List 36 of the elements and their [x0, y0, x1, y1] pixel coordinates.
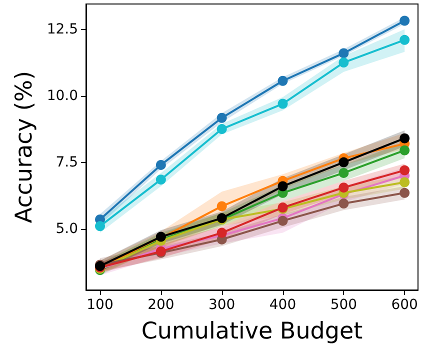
point	[156, 174, 166, 185]
point	[400, 177, 410, 188]
point	[400, 34, 410, 45]
y-tick-label: 5.0	[56, 220, 78, 237]
point	[216, 201, 227, 212]
point	[338, 198, 349, 209]
x-tick-label: 100	[86, 297, 114, 313]
y-axis-title: Accuracy (%)	[11, 70, 38, 224]
x-tick-label: 300	[208, 297, 236, 313]
point	[278, 181, 288, 192]
x-axis-title: Cumulative Budget	[141, 318, 363, 344]
point	[95, 221, 106, 232]
point	[278, 98, 288, 109]
point	[400, 16, 410, 26]
y-tick-label: 10.0	[46, 88, 78, 104]
point	[338, 58, 349, 68]
point	[278, 216, 288, 226]
point	[400, 145, 410, 156]
x-tick-label: 200	[148, 297, 174, 313]
point	[400, 165, 410, 176]
point	[216, 124, 227, 134]
point	[400, 188, 410, 198]
point	[278, 76, 288, 86]
point	[216, 112, 227, 123]
point	[338, 48, 349, 58]
x-tick-label: 500	[330, 297, 358, 313]
point	[338, 182, 349, 193]
point	[338, 168, 349, 178]
x-tick-label: 400	[269, 297, 296, 313]
point	[400, 133, 410, 144]
y-tick-label: 7.5	[56, 154, 78, 170]
point	[338, 157, 349, 168]
y-tick-label: 12.5	[46, 21, 78, 38]
point	[216, 228, 227, 238]
point	[156, 160, 166, 170]
x-tick-label: 600	[391, 297, 418, 313]
